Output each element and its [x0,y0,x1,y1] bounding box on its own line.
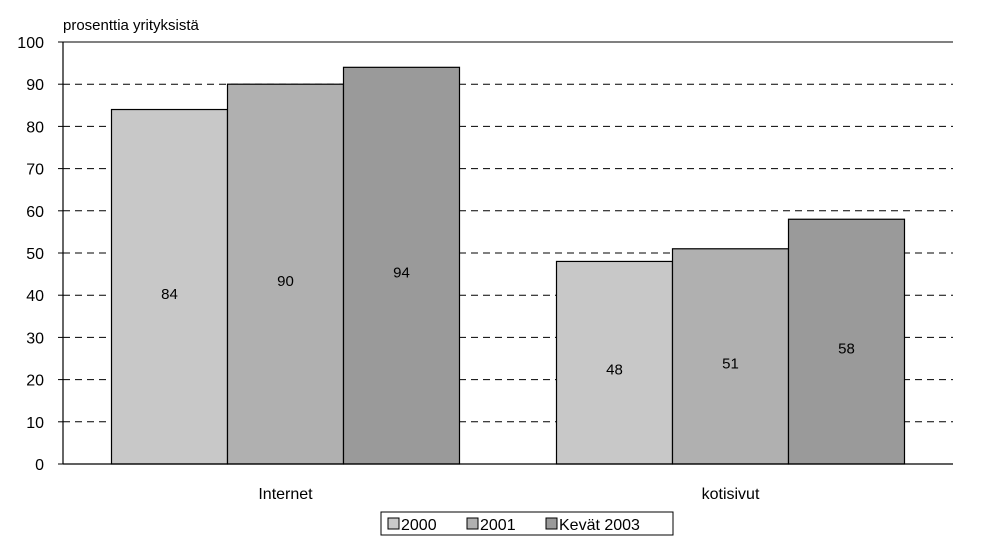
y-tick-label: 70 [26,162,44,179]
bar [555,260,674,465]
x-category-label: kotisivut [702,486,760,503]
y-tick-label: 0 [35,457,44,474]
data-label: 51 [722,355,739,372]
bar [787,218,906,465]
y-tick-label: 20 [26,373,44,390]
legend-swatch [545,517,558,530]
y-tick-label: 80 [26,119,44,136]
y-axis-label: prosenttia yrityksistä [63,17,200,34]
bar [226,83,345,465]
legend [380,511,674,536]
data-label: 90 [277,273,294,290]
y-tick-label: 10 [26,415,44,432]
bar [671,248,790,465]
y-tick-label: 30 [26,330,44,347]
legend-swatch [387,517,400,530]
legend-label: Kevät 2003 [559,517,640,534]
legend-swatch [466,517,479,530]
y-tick-label: 100 [17,35,44,52]
y-tick-label: 90 [26,77,44,94]
data-label: 58 [838,341,855,358]
data-label: 48 [606,362,623,379]
data-label: 94 [393,265,410,282]
legend-label: 2000 [401,517,437,534]
y-tick-label: 50 [26,246,44,263]
y-tick-label: 60 [26,204,44,221]
bar [342,66,461,465]
x-category-label: Internet [258,486,313,503]
legend-label: 2001 [480,517,516,534]
y-tick-label: 40 [26,288,44,305]
data-label: 84 [161,286,178,303]
